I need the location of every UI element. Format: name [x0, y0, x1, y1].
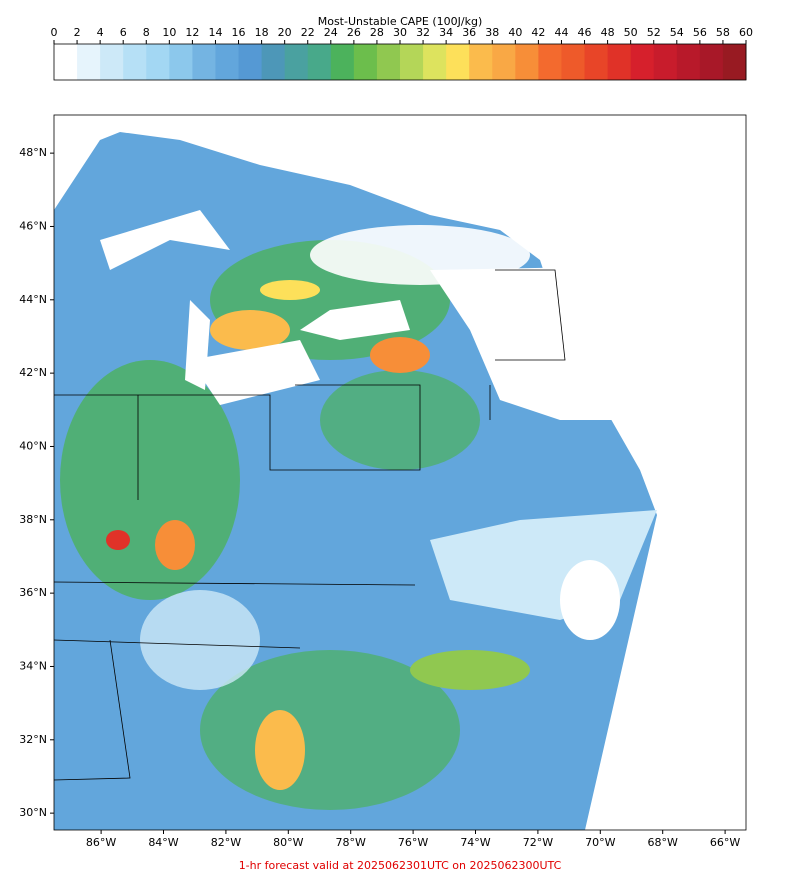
colorbar-tick-label: 6: [120, 26, 127, 39]
colorbar-segment: [607, 44, 632, 80]
map-frame: [53, 114, 747, 831]
colorbar-segment: [446, 44, 470, 80]
colorbar-segment: [515, 44, 539, 80]
y-tick-label: 48°N: [19, 146, 47, 159]
colorbar-segment: [284, 44, 309, 80]
colorbar-tick-label: 0: [51, 26, 58, 39]
colorbar-tick-label: 32: [416, 26, 430, 39]
colorbar-tick-label: 52: [647, 26, 661, 39]
colorbar-tick-label: 24: [324, 26, 338, 39]
colorbar-tick-label: 28: [370, 26, 384, 39]
colorbar-segment: [492, 44, 516, 80]
colorbar-segment: [699, 44, 724, 80]
colorbar-segment: [538, 44, 562, 80]
colorbar-tick-label: 14: [208, 26, 222, 39]
footer: 1-hr forecast valid at 2025062301UTC on …: [239, 859, 562, 872]
x-tick-label: 76°W: [398, 836, 428, 849]
colorbar-tick-label: 20: [278, 26, 292, 39]
colorbar-tick-label: 2: [74, 26, 81, 39]
colorbar-tick-label: 42: [531, 26, 545, 39]
colorbar-tick-label: 16: [232, 26, 246, 39]
y-tick-label: 36°N: [19, 586, 47, 599]
x-tick-label: 68°W: [648, 836, 678, 849]
colorbar-segment: [653, 44, 678, 80]
colorbar-segment: [584, 44, 609, 80]
y-tick-label: 38°N: [19, 513, 47, 526]
colorbar-tick-label: 58: [716, 26, 730, 39]
colorbar-segment: [676, 44, 701, 80]
y-tick-label: 46°N: [19, 219, 47, 232]
y-tick-label: 42°N: [19, 366, 47, 379]
colorbar-segment: [146, 44, 170, 80]
x-tick-label: 82°W: [211, 836, 241, 849]
colorbar-title: Most-Unstable CAPE (100J/kg): [318, 15, 483, 28]
colorbar-segment: [307, 44, 332, 80]
x-tick-label: 80°W: [273, 836, 303, 849]
colorbar-segment: [238, 44, 263, 80]
boundaries: [53, 269, 566, 781]
x-tick-label: 70°W: [585, 836, 615, 849]
colorbar-tick-label: 44: [554, 26, 568, 39]
colorbar-tick-label: 48: [601, 26, 615, 39]
colorbar-segment: [353, 44, 378, 80]
colorbar-tick-label: 34: [439, 26, 453, 39]
colorbar-segment: [423, 44, 447, 80]
colorbar-tick-label: 10: [162, 26, 176, 39]
y-tick-label: 32°N: [19, 733, 47, 746]
colorbar-tick-label: 56: [693, 26, 707, 39]
x-tick-label: 84°W: [148, 836, 178, 849]
colorbar-segment: [54, 44, 78, 80]
colorbar-tick-label: 54: [670, 26, 684, 39]
x-tick-label: 86°W: [86, 836, 116, 849]
y-tick-label: 40°N: [19, 439, 47, 452]
colorbar-segment: [169, 44, 193, 80]
x-tick-label: 74°W: [460, 836, 490, 849]
colorbar-segment: [561, 44, 586, 80]
colorbar-tick-label: 40: [508, 26, 522, 39]
x-tick-label: 72°W: [523, 836, 553, 849]
cape-field: [54, 132, 700, 830]
colorbar-segment: [192, 44, 216, 80]
colorbar-tick-label: 30: [393, 26, 407, 39]
y-tick-label: 34°N: [19, 659, 47, 672]
colorbar-tick-label: 38: [485, 26, 499, 39]
colorbar-segment: [100, 44, 124, 80]
colorbar-segment: [330, 44, 355, 80]
colorbar-tick-label: 4: [97, 26, 104, 39]
colorbar-tick-label: 18: [255, 26, 269, 39]
colorbar-tick-label: 12: [185, 26, 199, 39]
colorbar-segment: [722, 44, 747, 80]
x-tick-label: 78°W: [336, 836, 366, 849]
y-tick-label: 30°N: [19, 806, 47, 819]
colorbar-segment: [215, 44, 240, 80]
colorbar-tick-label: 36: [462, 26, 476, 39]
colorbar-segment: [400, 44, 424, 80]
colorbar-segment: [123, 44, 147, 80]
x-tick-label: 66°W: [710, 836, 740, 849]
colorbar-tick-label: 46: [578, 26, 592, 39]
colorbar-segment: [630, 44, 655, 80]
colorbar-tick-label: 50: [624, 26, 638, 39]
colorbar-tick-label: 60: [739, 26, 753, 39]
colorbar-tick-label: 22: [301, 26, 315, 39]
y-tick-label: 44°N: [19, 293, 47, 306]
colorbar-segment: [77, 44, 101, 80]
colorbar-tick-label: 8: [143, 26, 150, 39]
colorbar-tick-label: 26: [347, 26, 361, 39]
colorbar-segment: [376, 44, 401, 80]
colorbar-segment: [469, 44, 493, 80]
colorbar-segment: [261, 44, 286, 80]
